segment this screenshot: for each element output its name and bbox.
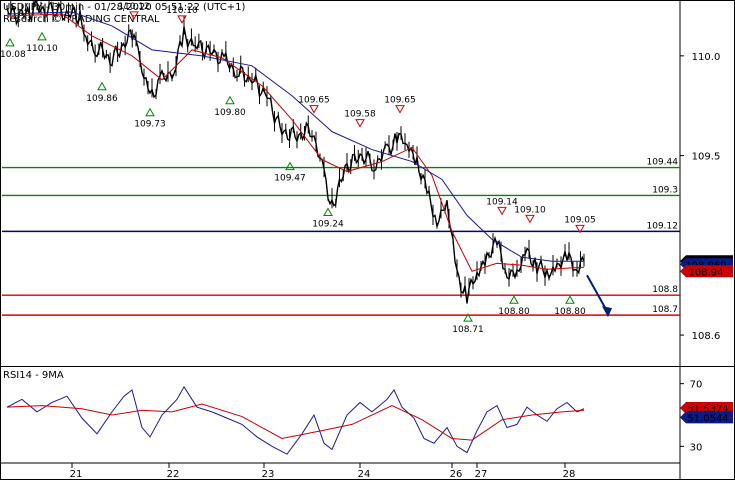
low-label-5: 109.86 (86, 94, 118, 104)
rsi-tag-0 (680, 401, 733, 414)
high-label-9: 109.58 (344, 110, 376, 120)
low-label-11: 109.47 (274, 174, 306, 184)
rsi-title: RSI14 - 9MA (3, 370, 64, 381)
low-label-1: 110.10 (26, 44, 58, 54)
high-marker-3 (129, 11, 139, 20)
level-label-1: 109.3 (652, 185, 678, 195)
projection-arrow-head (602, 306, 612, 318)
low-label-18: 108.80 (554, 307, 586, 317)
time-axis-label-4: 26 (450, 469, 463, 480)
high-marker-10 (395, 105, 405, 114)
low-label-12: 109.24 (312, 219, 344, 229)
time-axis-label-3: 24 (358, 469, 371, 480)
rsi-tag-1 (680, 411, 733, 424)
low-marker-6 (145, 107, 155, 117)
rsi-line (6, 385, 585, 455)
low-label-0: 110.08 (0, 50, 26, 60)
high-marker-4 (177, 15, 187, 24)
high-marker-15 (575, 224, 585, 234)
time-axis-label-2: 23 (262, 469, 275, 480)
high-marker-8 (309, 105, 319, 114)
high-label-8: 109.65 (298, 96, 330, 106)
rsi-tag-label-1: 51.0544 (687, 413, 728, 424)
high-marker-9 (355, 119, 365, 128)
price-tag-label-2: 108.94 (689, 267, 724, 278)
low-marker-7 (225, 95, 235, 105)
level-label-0: 109.44 (647, 158, 679, 168)
price-axis-label-0: 110.0 (692, 52, 721, 63)
time-axis-label-1: 22 (167, 469, 180, 480)
low-label-16: 108.71 (452, 325, 484, 335)
low-marker-11 (285, 161, 295, 171)
price-series (6, 0, 585, 304)
level-label-2: 109.12 (647, 221, 679, 231)
price-axis-label-2: 108.6 (692, 331, 721, 342)
price-tag-2 (680, 265, 733, 278)
price-wicks (6, 0, 585, 298)
low-marker-0 (5, 37, 15, 47)
high-label-4: 110.10 (166, 6, 198, 16)
rsi-ma-line (6, 403, 585, 441)
price-axis-label-1: 109.5 (692, 152, 721, 163)
rsi-tag-label-0: 51.5374 (687, 404, 728, 415)
low-label-6: 109.73 (134, 120, 166, 130)
high-label-3: 110.12 (118, 2, 150, 12)
low-marker-16 (463, 313, 473, 322)
low-marker-12 (323, 207, 333, 216)
low-marker-5 (97, 81, 107, 91)
low-label-7: 109.80 (214, 108, 246, 118)
level-label-3: 108.8 (652, 285, 678, 295)
level-label-4: 108.7 (652, 305, 678, 315)
high-marker-14 (525, 214, 535, 224)
rsi-axis-label-0: 70 (690, 380, 703, 391)
low-marker-1 (37, 31, 47, 41)
low-marker-18 (565, 295, 575, 304)
high-label-14: 109.10 (514, 205, 546, 215)
high-marker-13 (497, 206, 507, 216)
projection-arrow-line (586, 274, 608, 312)
high-label-10: 109.65 (384, 96, 416, 106)
low-marker-17 (509, 295, 519, 304)
rsi-axis-label-1: 30 (690, 442, 703, 453)
time-axis-label-5: 27 (475, 469, 488, 480)
fast-ma-line (6, 13, 585, 272)
low-label-17: 108.80 (498, 307, 530, 317)
high-label-13: 109.14 (486, 197, 518, 207)
high-label-15: 109.05 (564, 215, 596, 225)
time-axis-label-6: 28 (563, 469, 576, 480)
time-axis-label-0: 21 (70, 469, 83, 480)
slow-ma-line (6, 11, 584, 262)
chart-title: USD/JPY - 30min - 01/28/2020 05:51:22 (U… (3, 2, 246, 13)
